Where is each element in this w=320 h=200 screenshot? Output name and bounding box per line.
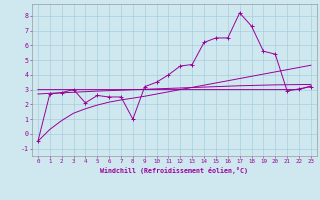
X-axis label: Windchill (Refroidissement éolien,°C): Windchill (Refroidissement éolien,°C) [100,167,248,174]
